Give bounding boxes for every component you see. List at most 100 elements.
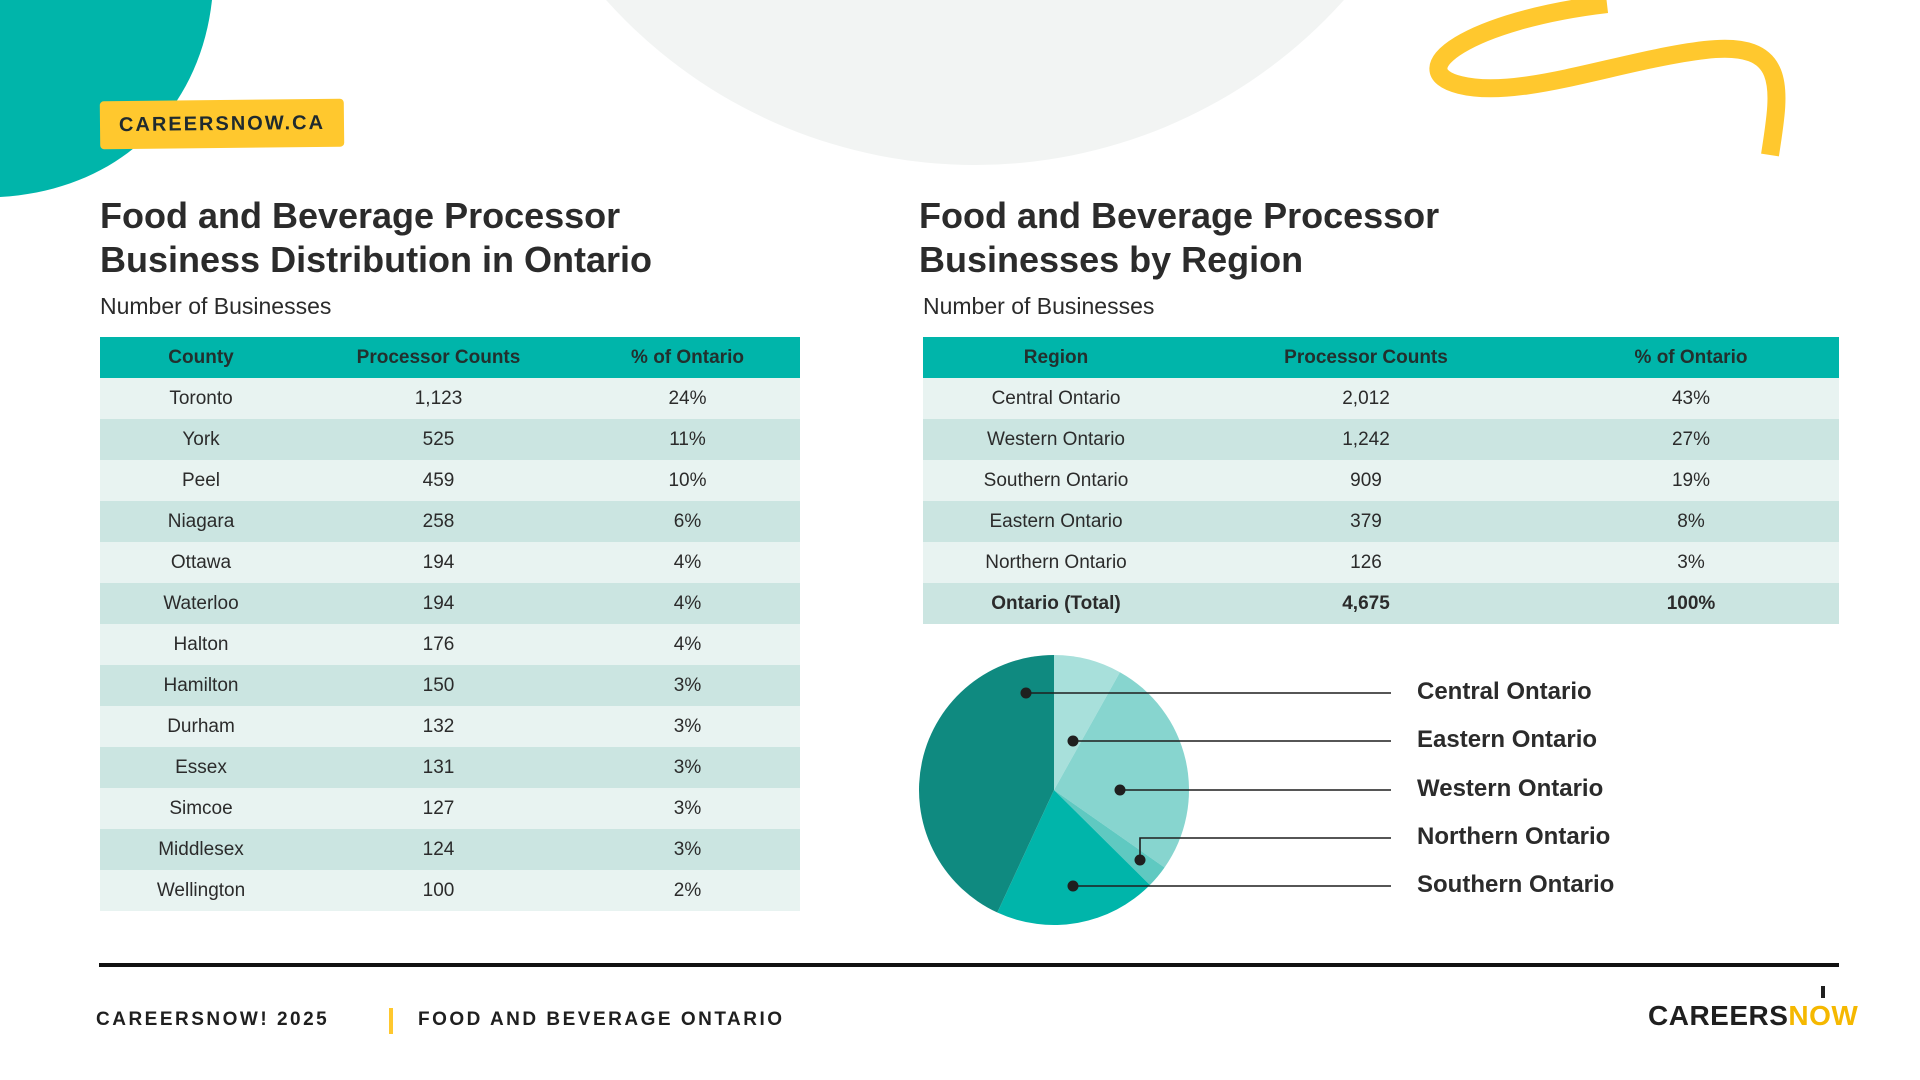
- percent-cell: 3%: [575, 747, 800, 788]
- percent-cell: 3%: [575, 706, 800, 747]
- region-cell: Southern Ontario: [923, 460, 1189, 501]
- total-label-cell: Ontario (Total): [923, 583, 1189, 624]
- percent-cell: 10%: [575, 460, 800, 501]
- region-cell: Central Ontario: [923, 378, 1189, 419]
- right-title-line1: Food and Beverage Processor: [919, 195, 1440, 236]
- header-percent-ontario: % of Ontario: [1543, 337, 1839, 378]
- table-row: Halton 176 4%: [100, 624, 800, 665]
- percent-cell: 8%: [1543, 501, 1839, 542]
- legend-label: Southern Ontario: [1417, 871, 1615, 898]
- count-cell: 132: [302, 706, 575, 747]
- pie-slice-western-ontario: [1054, 672, 1189, 868]
- table-row: Middlesex 124 3%: [100, 829, 800, 870]
- percent-cell: 27%: [1543, 419, 1839, 460]
- percent-cell: 3%: [1543, 542, 1839, 583]
- table-row: Ottawa 194 4%: [100, 542, 800, 583]
- leader-line: [1139, 837, 1391, 860]
- table-row: Eastern Ontario 379 8%: [923, 501, 1839, 542]
- percent-cell: 4%: [575, 583, 800, 624]
- legend-label: Western Ontario: [1417, 775, 1604, 802]
- leader-dot: [1067, 880, 1079, 892]
- count-cell: 100: [302, 870, 575, 911]
- table-row: Hamilton 150 3%: [100, 665, 800, 706]
- table-row: Western Ontario 1,242 27%: [923, 419, 1839, 460]
- count-cell: 127: [302, 788, 575, 829]
- table-header-row: County Processor Counts % of Ontario: [100, 337, 800, 378]
- pie-slice-eastern-ontario: [1054, 655, 1120, 790]
- county-cell: Ottawa: [100, 542, 302, 583]
- percent-cell: 3%: [575, 829, 800, 870]
- table-row: Simcoe 127 3%: [100, 788, 800, 829]
- header-region: Region: [923, 337, 1189, 378]
- count-cell: 150: [302, 665, 575, 706]
- count-cell: 258: [302, 501, 575, 542]
- count-cell: 2,012: [1189, 378, 1543, 419]
- table-row: Northern Ontario 126 3%: [923, 542, 1839, 583]
- legend-label: Eastern Ontario: [1417, 726, 1598, 753]
- table-row: Southern Ontario 909 19%: [923, 460, 1839, 501]
- leader-dot: [1114, 784, 1126, 796]
- legend-label: Northern Ontario: [1417, 823, 1611, 850]
- count-cell: 1,242: [1189, 419, 1543, 460]
- percent-cell: 6%: [575, 501, 800, 542]
- count-cell: 909: [1189, 460, 1543, 501]
- left-title: Food and Beverage Processor Business Dis…: [100, 194, 652, 282]
- logo-suffix: NOW: [1788, 986, 1858, 1031]
- header-county: County: [100, 337, 302, 378]
- total-percent-cell: 100%: [1543, 583, 1839, 624]
- table-row: Waterloo 194 4%: [100, 583, 800, 624]
- left-title-line2: Business Distribution in Ontario: [100, 239, 653, 280]
- count-cell: 124: [302, 829, 575, 870]
- percent-cell: 11%: [575, 419, 800, 460]
- footer-year-label: CAREERSNOW! 2025: [96, 1009, 330, 1030]
- header-processor-counts: Processor Counts: [1189, 337, 1543, 378]
- careersnow-logo[interactable]: CAREERSNOW: [1648, 986, 1858, 1032]
- pie-slice-central-ontario: [919, 655, 1054, 913]
- count-cell: 176: [302, 624, 575, 665]
- percent-cell: 19%: [1543, 460, 1839, 501]
- header-processor-counts: Processor Counts: [302, 337, 575, 378]
- region-cell: Eastern Ontario: [923, 501, 1189, 542]
- right-subtitle: Number of Businesses: [923, 293, 1155, 319]
- table-row: Durham 132 3%: [100, 706, 800, 747]
- count-cell: 131: [302, 747, 575, 788]
- county-cell: Hamilton: [100, 665, 302, 706]
- yellow-squiggle: [1429, 0, 1786, 157]
- leader-dot: [1020, 687, 1032, 699]
- header-percent-ontario: % of Ontario: [575, 337, 800, 378]
- left-title-line1: Food and Beverage Processor: [100, 195, 621, 236]
- table-row: Central Ontario 2,012 43%: [923, 378, 1839, 419]
- right-title: Food and Beverage Processor Businesses b…: [919, 194, 1439, 282]
- logo-exclamation-icon: [1821, 986, 1826, 998]
- county-cell: Essex: [100, 747, 302, 788]
- percent-cell: 2%: [575, 870, 800, 911]
- table-row: Essex 131 3%: [100, 747, 800, 788]
- footer-title-label: FOOD AND BEVERAGE ONTARIO: [418, 1009, 785, 1030]
- footer-separator: [389, 1008, 393, 1034]
- legend-label: Central Ontario: [1417, 678, 1592, 705]
- table-total-row: Ontario (Total) 4,675 100%: [923, 583, 1839, 624]
- county-cell: Toronto: [100, 378, 302, 419]
- region-cell: Northern Ontario: [923, 542, 1189, 583]
- count-cell: 194: [302, 542, 575, 583]
- table-row: Toronto 1,123 24%: [100, 378, 800, 419]
- region-table: Region Processor Counts % of Ontario Cen…: [923, 337, 1839, 624]
- county-cell: Niagara: [100, 501, 302, 542]
- leader-dot: [1134, 854, 1146, 866]
- county-table: County Processor Counts % of Ontario Tor…: [100, 337, 800, 911]
- table-row: Wellington 100 2%: [100, 870, 800, 911]
- region-cell: Western Ontario: [923, 419, 1189, 460]
- right-title-line2: Businesses by Region: [919, 239, 1304, 280]
- county-cell: York: [100, 419, 302, 460]
- table-header-row: Region Processor Counts % of Ontario: [923, 337, 1839, 378]
- county-cell: Durham: [100, 706, 302, 747]
- table-row: Peel 459 10%: [100, 460, 800, 501]
- table-row: York 525 11%: [100, 419, 800, 460]
- percent-cell: 3%: [575, 788, 800, 829]
- percent-cell: 4%: [575, 624, 800, 665]
- county-cell: Middlesex: [100, 829, 302, 870]
- count-cell: 379: [1189, 501, 1543, 542]
- grey-circle-shape: [606, 0, 1344, 165]
